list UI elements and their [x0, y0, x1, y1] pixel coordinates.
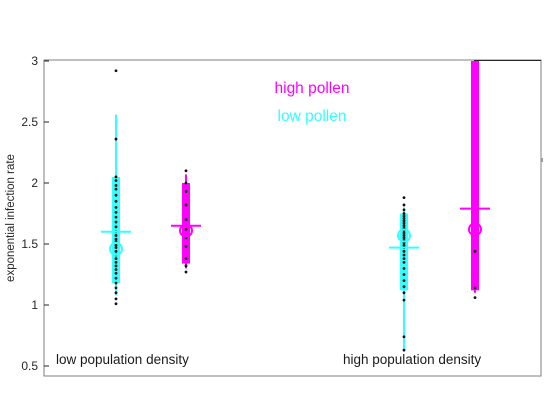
- data-point: [114, 243, 118, 247]
- group-label: high population density: [343, 352, 481, 367]
- data-point: [402, 348, 406, 352]
- data-point: [114, 199, 118, 203]
- data-point: [184, 245, 188, 248]
- data-point: [114, 291, 118, 295]
- data-point: [114, 184, 118, 187]
- plot-frame: [43, 59, 542, 377]
- y-axis-label: exponential infection rate: [5, 154, 17, 282]
- data-point: [402, 267, 406, 270]
- data-point: [402, 214, 406, 218]
- data-point: [402, 196, 406, 200]
- median-marker: [179, 223, 193, 238]
- data-point: [114, 210, 118, 214]
- data-point: [114, 264, 118, 268]
- data-point: [402, 221, 406, 225]
- data-point: [114, 215, 118, 219]
- median-marker: [397, 228, 411, 243]
- iqr-bar: [112, 176, 120, 284]
- data-point: [402, 224, 406, 228]
- data-point: [184, 190, 188, 193]
- data-point: [114, 260, 118, 264]
- data-point: [402, 216, 406, 220]
- data-point: [402, 273, 406, 276]
- group-label: low population density: [56, 352, 189, 367]
- y-axis: 0.5 1 1.5 2 2.5 3: [21, 54, 49, 373]
- data-point: [114, 281, 118, 285]
- data-point: [114, 268, 118, 272]
- y-tick-label: 1: [31, 298, 38, 312]
- data-point: [114, 286, 118, 290]
- y-tick-label: 0.5: [21, 359, 38, 373]
- data-point: [114, 179, 118, 182]
- data-point: [114, 302, 118, 306]
- series-low-pollen-group-1: [389, 196, 419, 352]
- data-point: [114, 297, 118, 301]
- data-point: [402, 260, 406, 264]
- data-point: [114, 257, 118, 261]
- data-point: [402, 291, 406, 295]
- legend-entry: low pollen: [278, 108, 347, 125]
- data-point: [402, 208, 406, 212]
- median-marker: [109, 241, 123, 256]
- data-point: [114, 220, 118, 224]
- data-point: [184, 181, 188, 185]
- data-point: [402, 285, 406, 289]
- y-tick-label: 1.5: [21, 237, 38, 251]
- data-point: [114, 249, 118, 253]
- group-annotations: low population density high population de…: [56, 352, 481, 367]
- data-point: [402, 234, 406, 237]
- data-series: [101, 61, 490, 352]
- data-point: [114, 193, 118, 197]
- data-point: [184, 227, 188, 231]
- data-point: [473, 249, 477, 253]
- series-high-pollen-group-0: [171, 169, 201, 274]
- data-point: [184, 270, 188, 274]
- data-point: [114, 276, 118, 280]
- data-point: [114, 246, 118, 250]
- data-point: [114, 69, 118, 73]
- data-point: [114, 175, 118, 179]
- data-point: [402, 236, 406, 240]
- right-edge-mark: [541, 158, 543, 162]
- data-point: [402, 219, 406, 223]
- data-point: [402, 257, 406, 261]
- data-point: [184, 264, 188, 268]
- data-point: [402, 243, 406, 247]
- data-point: [114, 206, 118, 209]
- y-tick-label: 2.5: [21, 115, 38, 129]
- data-point: [184, 218, 188, 222]
- legend-entry: high pollen: [275, 80, 350, 97]
- data-point: [114, 225, 118, 229]
- y-tick-label: 3: [31, 54, 38, 68]
- data-point: [402, 253, 406, 257]
- data-point: [402, 298, 406, 302]
- data-point: [473, 286, 477, 290]
- legend: high pollen low pollen: [275, 80, 350, 125]
- series-high-pollen-group-1: [460, 61, 490, 300]
- data-point: [114, 187, 118, 191]
- data-point: [402, 279, 406, 282]
- data-point: [184, 257, 188, 261]
- data-point: [114, 234, 118, 237]
- data-point: [402, 203, 406, 207]
- y-tick-label: 2: [31, 176, 38, 190]
- data-point: [184, 169, 188, 173]
- data-point: [184, 203, 188, 207]
- data-point: [114, 237, 118, 241]
- data-point: [114, 137, 118, 141]
- iqr-bar: [471, 61, 479, 291]
- data-point: [114, 271, 118, 275]
- iqr-bar: [182, 183, 190, 264]
- data-point: [402, 335, 406, 339]
- data-point: [473, 296, 477, 300]
- series-low-pollen-group-0: [101, 69, 131, 306]
- data-point: [402, 249, 406, 253]
- median-marker: [468, 222, 482, 237]
- data-point: [402, 212, 406, 215]
- data-point: [402, 231, 406, 235]
